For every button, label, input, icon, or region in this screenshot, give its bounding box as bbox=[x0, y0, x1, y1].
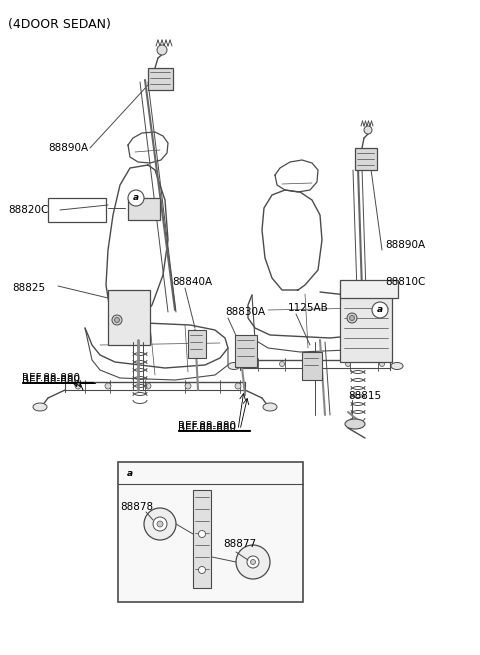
Bar bbox=[188, 330, 206, 358]
Circle shape bbox=[364, 126, 372, 134]
Ellipse shape bbox=[144, 508, 176, 540]
Bar bbox=[193, 490, 211, 588]
Bar bbox=[302, 352, 322, 380]
Text: (4DOOR SEDAN): (4DOOR SEDAN) bbox=[8, 18, 111, 31]
Ellipse shape bbox=[247, 556, 259, 568]
Bar bbox=[340, 280, 398, 298]
Ellipse shape bbox=[199, 567, 205, 574]
Bar bbox=[118, 462, 303, 602]
Text: 88815: 88815 bbox=[348, 391, 381, 401]
Ellipse shape bbox=[345, 419, 365, 429]
Circle shape bbox=[157, 45, 167, 55]
Text: 88825: 88825 bbox=[12, 283, 45, 293]
Circle shape bbox=[380, 362, 384, 367]
Text: REF.88-880: REF.88-880 bbox=[178, 421, 236, 431]
Ellipse shape bbox=[236, 545, 270, 579]
Circle shape bbox=[248, 362, 252, 367]
Text: REF.88-880: REF.88-880 bbox=[178, 423, 236, 433]
Ellipse shape bbox=[33, 403, 47, 411]
Text: a: a bbox=[127, 468, 133, 477]
Text: REF.88-880: REF.88-880 bbox=[22, 375, 80, 385]
Circle shape bbox=[346, 362, 350, 367]
Ellipse shape bbox=[347, 313, 357, 323]
Circle shape bbox=[145, 383, 151, 389]
Bar bbox=[108, 290, 150, 345]
Bar bbox=[355, 148, 377, 170]
Bar bbox=[148, 68, 173, 90]
Text: 88820C: 88820C bbox=[8, 205, 48, 215]
Text: a: a bbox=[133, 193, 139, 202]
Text: 88890A: 88890A bbox=[385, 240, 425, 250]
Circle shape bbox=[105, 383, 111, 389]
Text: REF.88-880: REF.88-880 bbox=[22, 373, 80, 383]
Bar bbox=[340, 290, 392, 362]
Text: a: a bbox=[377, 305, 383, 314]
Bar bbox=[128, 198, 160, 220]
Ellipse shape bbox=[115, 318, 120, 322]
Text: 88840A: 88840A bbox=[172, 277, 212, 287]
Circle shape bbox=[235, 383, 241, 389]
Text: 88830A: 88830A bbox=[225, 307, 265, 317]
Ellipse shape bbox=[263, 403, 277, 411]
Ellipse shape bbox=[157, 521, 163, 527]
Text: 88810C: 88810C bbox=[385, 277, 425, 287]
Circle shape bbox=[128, 190, 144, 206]
Circle shape bbox=[122, 465, 138, 481]
Bar bbox=[48, 198, 106, 222]
Ellipse shape bbox=[153, 517, 167, 531]
Ellipse shape bbox=[199, 531, 205, 538]
Circle shape bbox=[372, 302, 388, 318]
Circle shape bbox=[313, 362, 319, 367]
Ellipse shape bbox=[391, 362, 403, 369]
Ellipse shape bbox=[112, 315, 122, 325]
Text: 88877: 88877 bbox=[223, 539, 256, 549]
Ellipse shape bbox=[349, 316, 355, 320]
Circle shape bbox=[279, 362, 285, 367]
Circle shape bbox=[75, 383, 81, 389]
Ellipse shape bbox=[228, 362, 240, 369]
Ellipse shape bbox=[251, 559, 255, 565]
Text: 1125AB: 1125AB bbox=[288, 303, 329, 313]
Text: 88878: 88878 bbox=[120, 502, 153, 512]
Bar bbox=[235, 335, 257, 367]
Text: 88890A: 88890A bbox=[48, 143, 88, 153]
Circle shape bbox=[185, 383, 191, 389]
